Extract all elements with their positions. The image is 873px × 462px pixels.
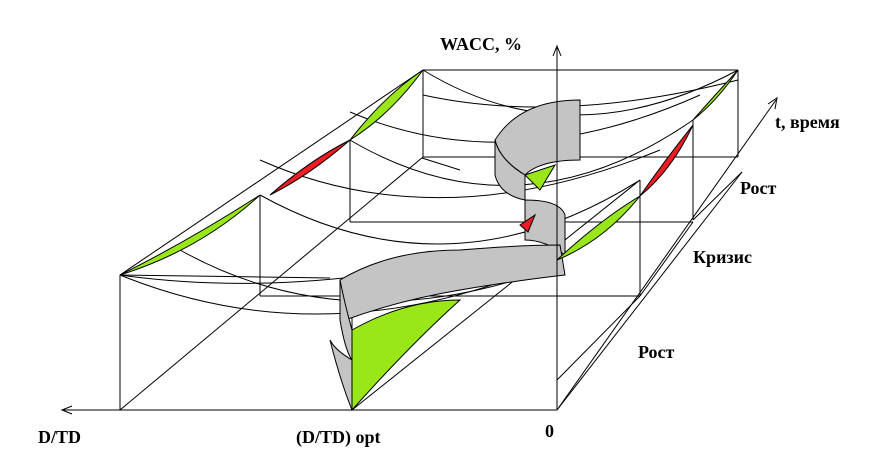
y-axis-label: WACC, % (440, 34, 522, 54)
t-axis-label: t, время (775, 112, 840, 132)
crisis-zones (269, 124, 694, 233)
x-axis-label: D/TD (38, 427, 81, 447)
x-opt-label: (D/TD) opt (296, 427, 381, 448)
phase-label-crisis: Кризис (693, 247, 752, 267)
growth-zones (119, 69, 739, 412)
axes (60, 44, 778, 415)
optimum-ribbon (329, 99, 581, 411)
phase-label-growth-top: Рост (740, 178, 777, 198)
origin-label: 0 (545, 421, 554, 441)
phase-label-growth-bottom: Рост (638, 342, 675, 362)
box-frame (119, 69, 743, 411)
